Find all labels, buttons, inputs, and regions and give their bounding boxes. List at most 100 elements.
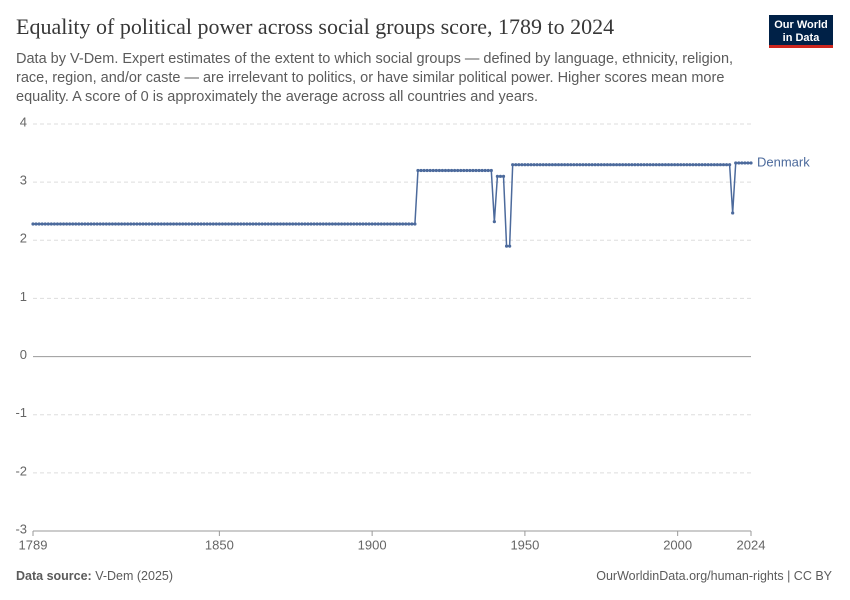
chart-subtitle: Data by V-Dem. Expert estimates of the e… bbox=[16, 51, 734, 105]
data-point bbox=[89, 222, 93, 226]
data-point bbox=[229, 222, 234, 226]
data-point bbox=[391, 222, 396, 226]
data-point bbox=[544, 163, 548, 167]
data-point bbox=[465, 168, 469, 173]
data-point bbox=[214, 222, 218, 226]
data-point bbox=[422, 168, 426, 173]
data-point bbox=[731, 211, 735, 215]
data-point bbox=[178, 222, 182, 226]
source-text[interactable]: V-Dem (2025) bbox=[95, 569, 174, 583]
data-point bbox=[425, 168, 429, 173]
data-point bbox=[175, 222, 179, 226]
data-point bbox=[538, 163, 542, 167]
data-point bbox=[159, 222, 163, 226]
data-point bbox=[553, 163, 558, 167]
data-point bbox=[147, 222, 151, 226]
data-point bbox=[46, 222, 50, 226]
data-point bbox=[248, 222, 252, 226]
data-point bbox=[691, 163, 695, 167]
data-point bbox=[92, 222, 96, 226]
data-point bbox=[193, 222, 197, 226]
data-point bbox=[98, 222, 102, 226]
data-point bbox=[113, 222, 118, 226]
data-point bbox=[385, 222, 390, 226]
source: Data source: V-Dem (2025) bbox=[16, 569, 173, 583]
y-tick-label: 1 bbox=[20, 289, 27, 304]
data-point bbox=[315, 222, 319, 226]
data-point bbox=[700, 163, 704, 167]
y-tick-label: 4 bbox=[20, 114, 27, 129]
data-point bbox=[428, 168, 432, 173]
x-tick-label: 1950 bbox=[510, 537, 539, 552]
data-point bbox=[636, 163, 640, 167]
data-point bbox=[324, 222, 328, 226]
data-point bbox=[309, 222, 313, 226]
data-point bbox=[651, 163, 655, 167]
data-point bbox=[440, 168, 445, 173]
data-point bbox=[388, 222, 393, 226]
data-point bbox=[694, 163, 698, 167]
data-point bbox=[611, 163, 616, 167]
data-point bbox=[703, 163, 707, 167]
data-point bbox=[618, 163, 622, 167]
data-point bbox=[605, 163, 610, 167]
data-point bbox=[547, 163, 551, 167]
data-point bbox=[532, 163, 536, 167]
data-point bbox=[217, 222, 221, 226]
data-point bbox=[321, 222, 325, 226]
data-point bbox=[260, 222, 264, 226]
data-point bbox=[666, 163, 671, 167]
data-point bbox=[688, 163, 692, 167]
data-point bbox=[184, 222, 188, 226]
data-point bbox=[431, 168, 435, 173]
footer-link[interactable]: OurWorldinData.org/human-rights | CC BY bbox=[596, 569, 832, 583]
data-point bbox=[208, 222, 212, 226]
data-point bbox=[563, 163, 567, 167]
data-point bbox=[333, 222, 338, 226]
data-point bbox=[306, 222, 310, 226]
data-point bbox=[401, 222, 405, 226]
y-tick-label: -3 bbox=[15, 521, 27, 536]
line bbox=[33, 162, 751, 247]
data-point bbox=[474, 168, 478, 173]
data-point bbox=[498, 174, 503, 178]
data-point bbox=[483, 168, 487, 173]
data-point bbox=[535, 163, 539, 167]
data-point bbox=[83, 222, 87, 226]
data-point bbox=[587, 163, 591, 167]
data-point bbox=[68, 222, 72, 226]
data-point bbox=[162, 222, 166, 226]
data-point bbox=[724, 163, 729, 167]
data-point bbox=[367, 222, 371, 226]
data-point bbox=[370, 222, 374, 226]
data-point bbox=[226, 222, 231, 226]
data-point bbox=[110, 222, 115, 226]
data-point bbox=[437, 168, 441, 173]
x-tick-label: 1900 bbox=[358, 537, 387, 552]
y-tick-label: 3 bbox=[20, 173, 27, 188]
data-point bbox=[168, 222, 173, 226]
data-point bbox=[593, 163, 597, 167]
logo[interactable]: Our World in Data bbox=[769, 15, 833, 48]
data-point bbox=[596, 163, 600, 167]
data-point bbox=[263, 222, 267, 226]
data-point bbox=[419, 168, 423, 173]
data-point bbox=[382, 222, 386, 226]
data-point bbox=[642, 163, 646, 167]
data-point bbox=[453, 168, 457, 173]
data-point bbox=[272, 222, 276, 226]
data-point bbox=[477, 168, 481, 173]
data-point bbox=[456, 168, 460, 173]
data-point bbox=[116, 222, 121, 226]
data-point bbox=[150, 222, 154, 226]
y-tick-label: -2 bbox=[15, 463, 27, 478]
data-point bbox=[715, 163, 719, 167]
data-point bbox=[633, 163, 637, 167]
data-point bbox=[120, 222, 124, 226]
data-point bbox=[361, 222, 365, 226]
data-point bbox=[223, 222, 228, 226]
data-point bbox=[706, 163, 710, 167]
data-point bbox=[339, 222, 344, 226]
data-point bbox=[138, 222, 142, 226]
data-point bbox=[144, 222, 148, 226]
